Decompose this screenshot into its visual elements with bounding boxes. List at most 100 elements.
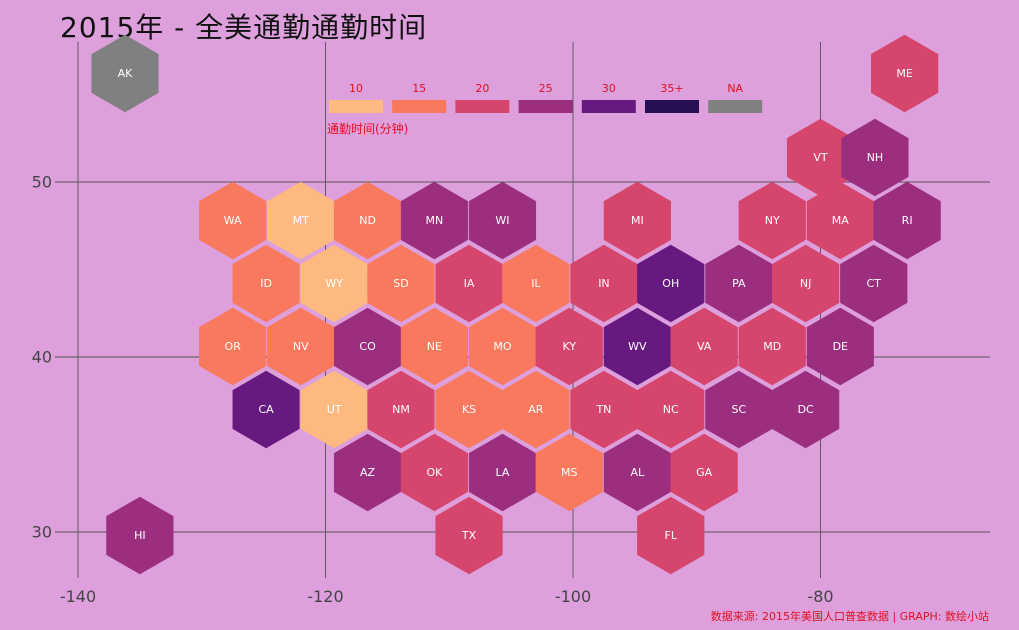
x-tick-label: -100 — [555, 587, 591, 606]
state-hex-ky: KY — [535, 307, 603, 386]
legend-swatch — [708, 100, 763, 113]
hex-shape — [840, 244, 908, 323]
state-hex-nh: NH — [841, 118, 909, 197]
state-label: WV — [628, 340, 647, 353]
state-label: MI — [631, 214, 644, 227]
state-hex-ny: NY — [738, 181, 806, 260]
state-label: IN — [598, 277, 609, 290]
state-label: AK — [118, 67, 134, 80]
hex-shape — [637, 244, 705, 323]
state-hex-la: LA — [468, 433, 537, 512]
hex-shape — [738, 181, 806, 260]
hex-shape — [637, 496, 705, 575]
state-hex-ct: CT — [840, 244, 908, 323]
hex-shape — [806, 307, 874, 386]
state-label: MO — [493, 340, 511, 353]
state-label: PA — [732, 277, 746, 290]
y-tick-label: 50 — [32, 173, 52, 192]
hex-shape — [232, 370, 300, 449]
legend-label: 15 — [412, 82, 426, 95]
state-label: DC — [798, 403, 814, 416]
state-label: MA — [832, 214, 849, 227]
legend: 10 15 20 25 30 35+ NA 通勤时间(分钟) — [327, 82, 763, 136]
state-label: SC — [731, 403, 746, 416]
state-label: OH — [662, 277, 679, 290]
state-hex-oh: OH — [637, 244, 705, 323]
state-hex-de: DE — [806, 307, 874, 386]
x-tick-label: -140 — [60, 587, 96, 606]
state-label: TN — [595, 403, 611, 416]
legend-swatch — [645, 100, 699, 113]
state-label: WY — [325, 277, 343, 290]
legend-label: NA — [727, 82, 743, 95]
state-label: FL — [665, 529, 678, 542]
y-tick-label: 40 — [32, 348, 52, 367]
state-label: UT — [327, 403, 342, 416]
hex-shape — [232, 244, 300, 323]
hex-shape — [400, 307, 468, 386]
state-label: VT — [813, 151, 828, 164]
state-label: AZ — [360, 466, 376, 479]
state-label: MS — [561, 466, 577, 479]
state-hex-md: MD — [738, 307, 806, 386]
state-hex-al: AL — [603, 433, 671, 512]
legend-swatch — [392, 100, 447, 113]
state-label: SD — [393, 277, 408, 290]
state-hex-wi: WI — [468, 181, 537, 260]
state-hex-nv: NV — [267, 307, 335, 386]
hex-shape — [91, 34, 159, 113]
state-label: CO — [359, 340, 376, 353]
state-hex-ok: OK — [400, 433, 468, 512]
state-hex-wa: WA — [199, 181, 267, 260]
state-label: ME — [896, 67, 912, 80]
hex-shape — [199, 181, 267, 260]
state-hex-wv: WV — [603, 307, 671, 386]
state-label: RI — [902, 214, 913, 227]
state-hex-tn: TN — [570, 370, 638, 449]
source-caption: 数据来源: 2015年美国人口普查数据 | GRAPH: 数绘小站 — [710, 610, 989, 623]
hex-shape — [535, 433, 603, 512]
hex-shape — [670, 307, 738, 386]
hex-shape — [367, 370, 435, 449]
state-label: NE — [427, 340, 442, 353]
state-label: ND — [359, 214, 376, 227]
state-hex-tx: TX — [435, 496, 503, 575]
state-hex-ak: AK — [91, 34, 159, 113]
hex-shape — [106, 496, 174, 575]
y-tick-label: 30 — [32, 523, 52, 542]
hex-shape — [502, 244, 570, 323]
legend-label: 35+ — [660, 82, 683, 95]
state-hex-nc: NC — [637, 370, 705, 449]
x-tick-label: -120 — [307, 587, 343, 606]
hex-shape — [841, 118, 909, 197]
hex-shape — [400, 433, 468, 512]
state-hex-ne: NE — [400, 307, 468, 386]
state-hex-dc: DC — [772, 370, 840, 449]
state-hex-hi: HI — [106, 496, 174, 575]
state-label: HI — [134, 529, 146, 542]
state-hex-sd: SD — [367, 244, 435, 323]
state-label: IL — [531, 277, 541, 290]
hex-shape — [367, 244, 435, 323]
state-label: NV — [293, 340, 309, 353]
legend-label: 10 — [349, 82, 363, 95]
state-hex-ca: CA — [232, 370, 300, 449]
state-label: KS — [462, 403, 476, 416]
state-hex-co: CO — [333, 307, 402, 386]
state-label: NC — [663, 403, 679, 416]
state-hex-pa: PA — [705, 244, 773, 323]
hex-shape — [637, 370, 705, 449]
state-hex-ia: IA — [435, 244, 503, 323]
legend-label: 20 — [475, 82, 489, 95]
state-label: WA — [224, 214, 242, 227]
legend-label: 25 — [539, 82, 553, 95]
state-hex-in: IN — [570, 244, 638, 323]
hex-shape — [468, 181, 537, 260]
state-hex-fl: FL — [637, 496, 705, 575]
state-hex-ut: UT — [300, 370, 368, 449]
legend-swatch — [455, 100, 510, 113]
state-hex-sc: SC — [705, 370, 773, 449]
state-label: OR — [225, 340, 242, 353]
state-label: DE — [833, 340, 848, 353]
